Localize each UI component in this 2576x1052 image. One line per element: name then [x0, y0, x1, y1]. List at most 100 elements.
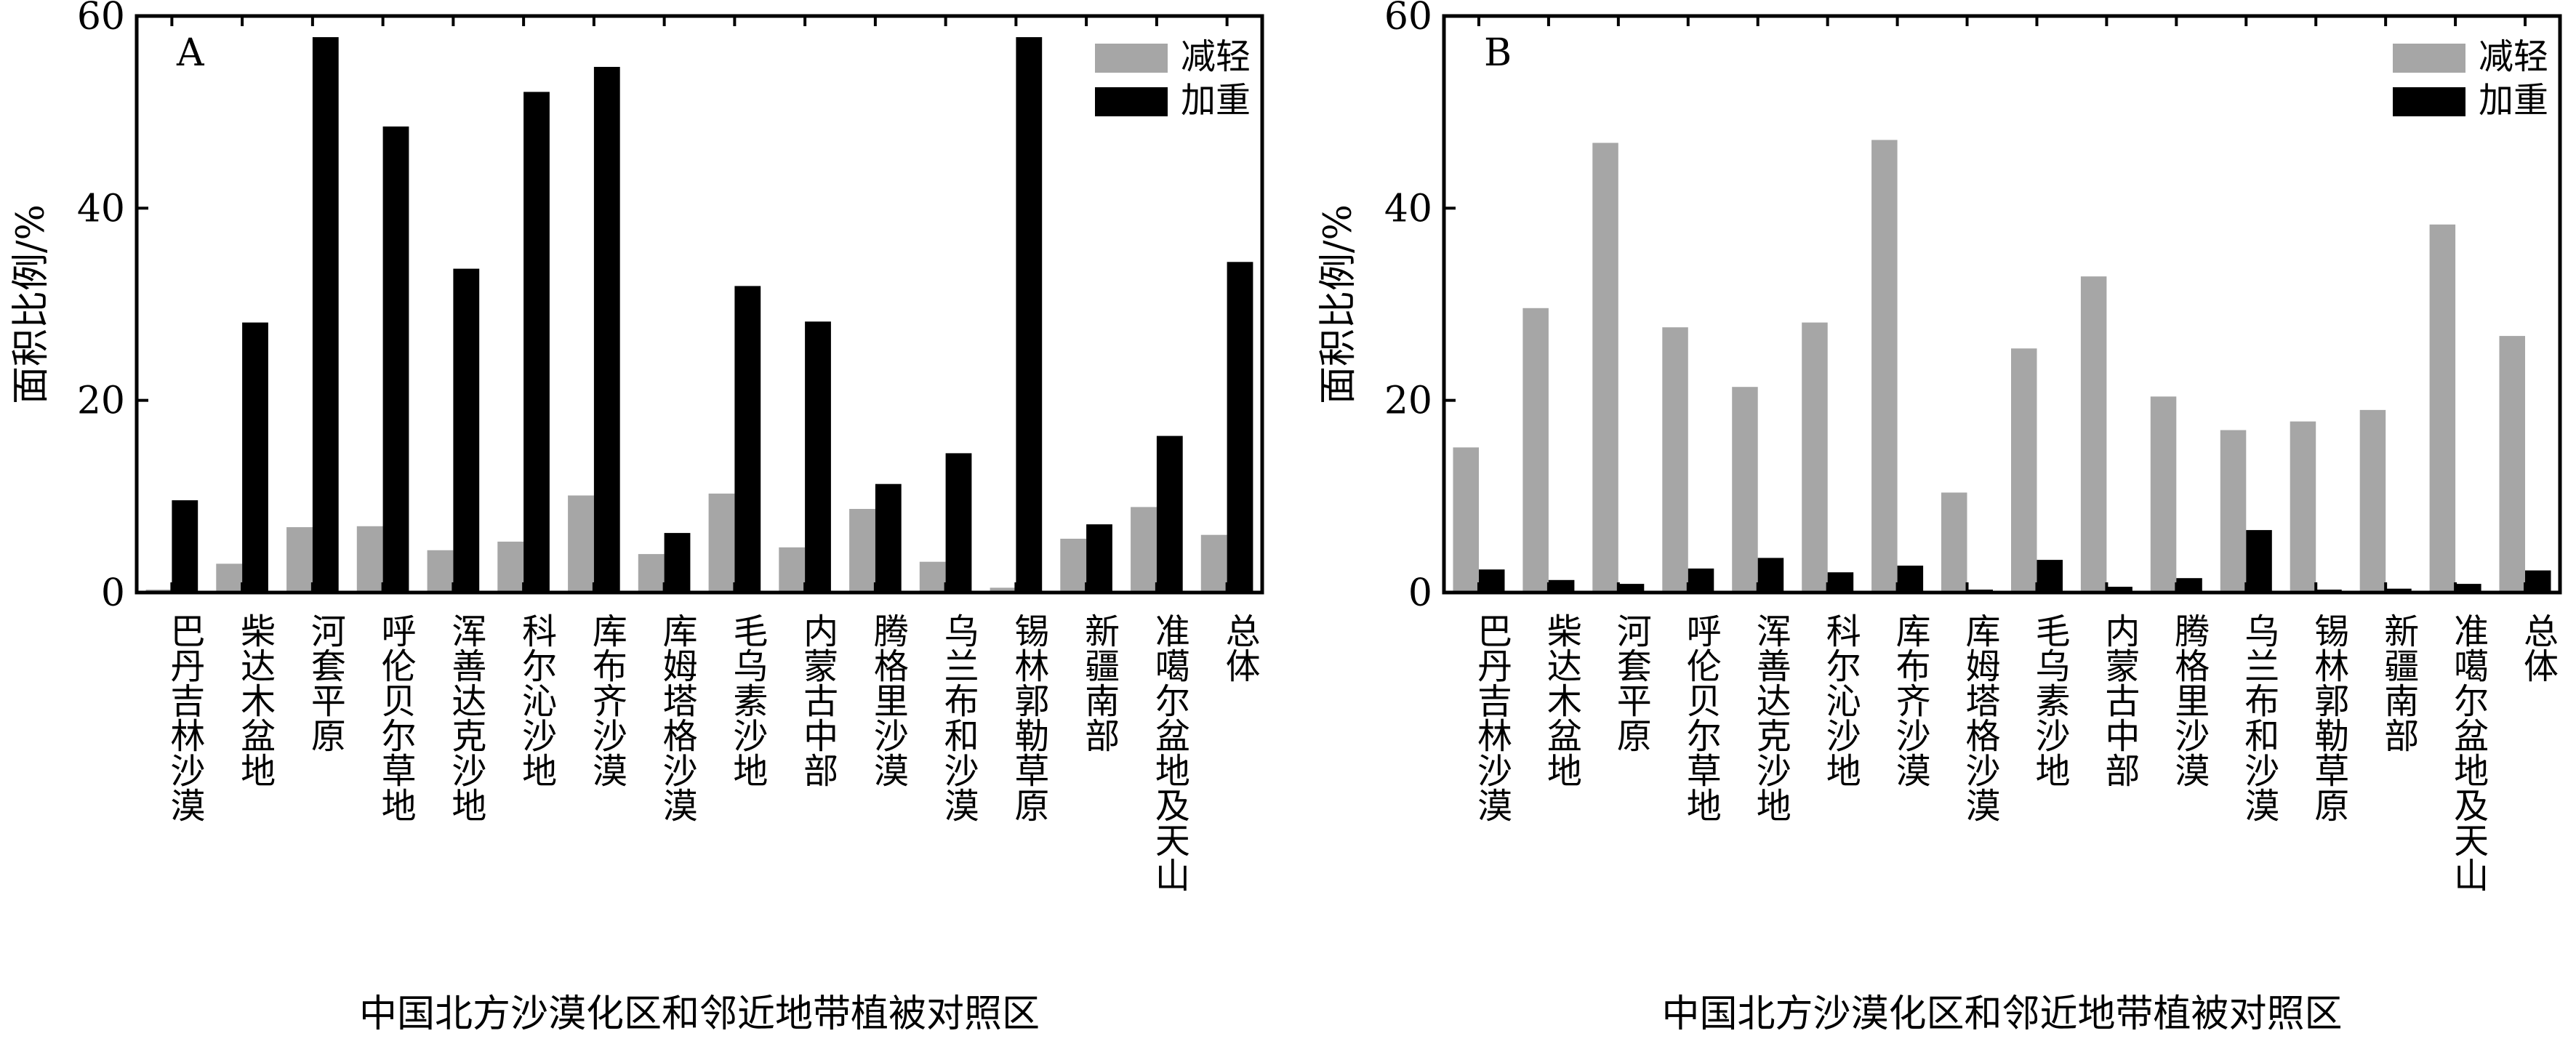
plot-frame: [135, 14, 1264, 595]
x-tick-label: 总体: [1219, 613, 1260, 683]
x-tick-label: 柴达木盆地: [234, 613, 275, 787]
bar-aggravated: [1086, 524, 1112, 593]
plot-frame: [1442, 14, 2562, 595]
bar-aggravated: [2106, 587, 2132, 593]
y-tick-label: 60: [77, 0, 125, 39]
bar-reduced: [216, 563, 243, 593]
x-tick-label: 科尔沁沙地: [515, 613, 556, 787]
bar-aggravated: [2037, 560, 2063, 593]
x-tick-label: 总体: [2517, 613, 2558, 683]
x-tick-label: 新疆南部: [2378, 613, 2418, 752]
bar-reduced: [1871, 140, 1898, 593]
bar-aggravated: [312, 37, 339, 593]
bar-reduced: [1131, 507, 1157, 593]
x-tick-label: 浑善达克沙地: [1750, 613, 1791, 822]
y-tick-label: 20: [1384, 380, 1432, 423]
x-tick-label: 河套平原: [1610, 613, 1651, 752]
bar-reduced: [497, 542, 524, 593]
x-tick-label: 巴丹吉林沙漠: [164, 613, 204, 822]
bar-reduced: [2499, 336, 2525, 593]
bar-aggravated: [1827, 572, 1854, 593]
bar-aggravated: [1156, 435, 1183, 593]
x-axis-label: 中国北方沙漠化区和邻近地带植被对照区: [1661, 992, 2342, 1036]
bar-reduced: [849, 509, 875, 593]
legend-label-reduced: 减轻: [1181, 36, 1251, 77]
bar-reduced: [427, 550, 454, 593]
bar-reduced: [2011, 348, 2037, 593]
x-tick-label: 库布齐沙漠: [586, 613, 627, 787]
x-tick-label: 内蒙古中部: [797, 613, 838, 787]
chart-panel-a: 0204060巴丹吉林沙漠 柴达木盆地 河套平原 呼伦贝尔草地 浑善达克沙地 科尔沁沙地库…: [9, 0, 1264, 1036]
bar-reduced: [1200, 534, 1227, 593]
bar-aggravated: [382, 127, 409, 593]
panel-label: A: [176, 31, 205, 75]
y-axis-label: 面积比例/%: [9, 204, 53, 404]
x-axis-label: 中国北方沙漠化区和邻近地带植被对照区: [359, 992, 1040, 1036]
x-tick-label: 腾格里沙漠: [867, 613, 908, 787]
x-tick-label: 腾格里沙漠: [2168, 613, 2209, 787]
bar-reduced: [2429, 224, 2456, 593]
x-tick-label: 库布齐沙漠: [1890, 613, 1930, 787]
y-tick-label: 20: [77, 380, 125, 423]
y-tick-label: 40: [1384, 187, 1432, 230]
bar-aggravated: [1479, 569, 1505, 593]
x-tick-label: 内蒙古中部: [2098, 613, 2139, 787]
bar-aggravated: [875, 483, 902, 593]
y-axis-label: 面积比例/%: [1317, 204, 1360, 404]
x-tick-label: 乌兰布和沙漠: [2238, 613, 2279, 822]
x-tick-label: 呼伦贝尔草地: [375, 613, 416, 822]
x-tick-label: 乌兰布和沙漠: [938, 613, 979, 822]
bar-aggravated: [2386, 588, 2412, 593]
bar-reduced: [2150, 396, 2177, 593]
bar-aggravated: [734, 286, 761, 593]
y-tick-label: 60: [1384, 0, 1432, 39]
legend-label-aggravated: 加重: [2479, 80, 2548, 121]
bar-reduced: [1522, 308, 1549, 593]
x-tick-label: 锡林郭勒草原: [2308, 613, 2348, 822]
legend-swatch-reduced: [1095, 44, 1168, 73]
x-tick-label: 准噶尔盆地及天山: [1149, 613, 1189, 892]
bar-reduced: [356, 526, 383, 593]
bar-reduced: [779, 547, 806, 593]
bar-reduced: [638, 554, 665, 593]
bar-aggravated: [172, 500, 198, 593]
bar-aggravated: [1227, 262, 1253, 593]
x-tick-label: 毛乌素沙地: [2029, 613, 2070, 787]
bar-reduced: [2290, 421, 2316, 593]
bar-aggravated: [453, 268, 480, 593]
y-tick-label: 40: [77, 187, 125, 230]
bar-aggravated: [1618, 584, 1645, 593]
bar-reduced: [2359, 409, 2386, 593]
bar-reduced: [919, 561, 946, 593]
y-tick-label: 0: [1408, 571, 1432, 615]
bar-aggravated: [664, 533, 691, 593]
bar-aggravated: [2455, 584, 2481, 593]
x-tick-label: 新疆南部: [1078, 613, 1119, 752]
bar-aggravated: [2246, 530, 2272, 593]
bar-aggravated: [523, 92, 550, 593]
bar-aggravated: [1548, 579, 1575, 593]
legend-swatch-aggravated: [2393, 87, 2465, 116]
bar-reduced: [1941, 492, 1967, 593]
x-tick-label: 浑善达克沙地: [445, 613, 486, 822]
bar-aggravated: [1016, 37, 1043, 593]
x-tick-label: 锡林郭勒草原: [1008, 613, 1048, 822]
chart-panel-b: 0204060巴丹吉林沙漠 柴达木盆地 河套平原 呼伦贝尔草地 浑善达克沙地 科尔沁沙地库…: [1317, 0, 2562, 1036]
x-tick-label: 毛乌素沙地: [726, 613, 767, 787]
legend-swatch-aggravated: [1095, 87, 1168, 116]
panel-label: B: [1484, 31, 1512, 75]
legend-label-reduced: 减轻: [2479, 36, 2548, 77]
bar-aggravated: [1688, 569, 1714, 593]
bar-aggravated: [945, 453, 972, 593]
bar-reduced: [1732, 387, 1758, 593]
bar-reduced: [1592, 142, 1618, 593]
x-tick-label: 河套平原: [305, 613, 345, 752]
bar-aggravated: [2525, 570, 2551, 593]
x-tick-label: 巴丹吉林沙漠: [1471, 613, 1512, 822]
legend-swatch-reduced: [2393, 44, 2465, 73]
bar-reduced: [568, 495, 594, 593]
bar-reduced: [708, 493, 735, 593]
bar-reduced: [1662, 327, 1688, 593]
bar-aggravated: [1757, 558, 1784, 593]
